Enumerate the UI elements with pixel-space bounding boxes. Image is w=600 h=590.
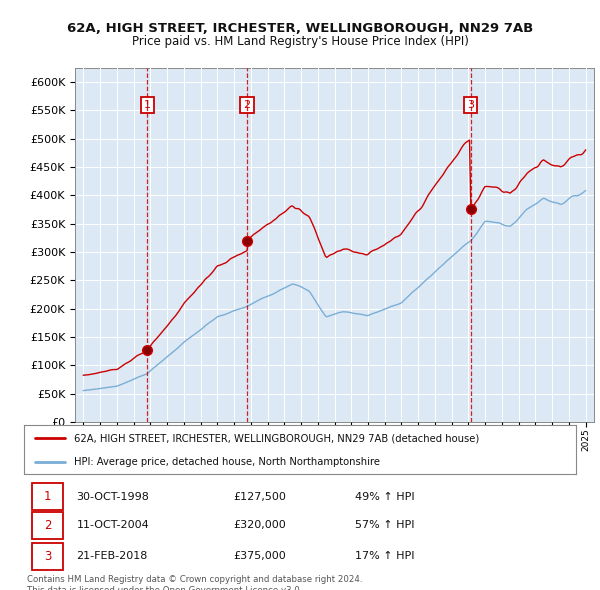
Text: 2: 2 <box>244 100 251 110</box>
Text: 17% ↑ HPI: 17% ↑ HPI <box>355 551 415 561</box>
Text: Contains HM Land Registry data © Crown copyright and database right 2024.
This d: Contains HM Land Registry data © Crown c… <box>27 575 362 590</box>
Text: 62A, HIGH STREET, IRCHESTER, WELLINGBOROUGH, NN29 7AB (detached house): 62A, HIGH STREET, IRCHESTER, WELLINGBORO… <box>74 434 479 444</box>
Text: £127,500: £127,500 <box>234 491 287 502</box>
Text: Price paid vs. HM Land Registry's House Price Index (HPI): Price paid vs. HM Land Registry's House … <box>131 35 469 48</box>
Text: £375,000: £375,000 <box>234 551 287 561</box>
Text: £320,000: £320,000 <box>234 520 287 530</box>
Text: 2: 2 <box>44 519 51 532</box>
Text: 1: 1 <box>44 490 51 503</box>
Text: 57% ↑ HPI: 57% ↑ HPI <box>355 520 415 530</box>
Text: 62A, HIGH STREET, IRCHESTER, WELLINGBOROUGH, NN29 7AB: 62A, HIGH STREET, IRCHESTER, WELLINGBORO… <box>67 22 533 35</box>
Text: HPI: Average price, detached house, North Northamptonshire: HPI: Average price, detached house, Nort… <box>74 457 380 467</box>
Text: 30-OCT-1998: 30-OCT-1998 <box>76 491 149 502</box>
FancyBboxPatch shape <box>32 543 62 569</box>
Text: 3: 3 <box>467 100 474 110</box>
FancyBboxPatch shape <box>32 483 62 510</box>
Text: 21-FEB-2018: 21-FEB-2018 <box>76 551 148 561</box>
Text: 3: 3 <box>44 550 51 563</box>
Text: 11-OCT-2004: 11-OCT-2004 <box>76 520 149 530</box>
Text: 49% ↑ HPI: 49% ↑ HPI <box>355 491 415 502</box>
FancyBboxPatch shape <box>32 512 62 539</box>
Text: 1: 1 <box>144 100 151 110</box>
